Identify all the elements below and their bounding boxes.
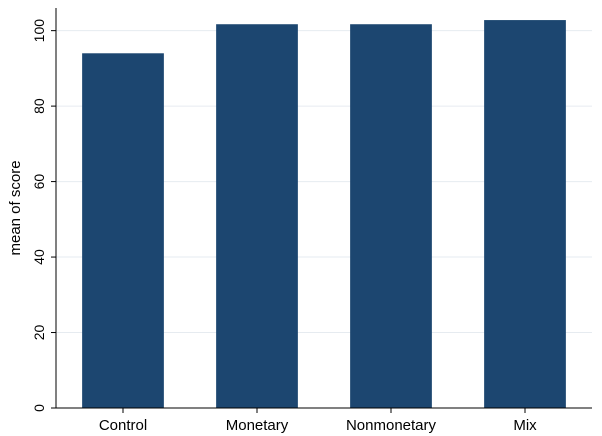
bar-mix [484, 20, 566, 409]
x-tick-label: Control [99, 417, 147, 434]
y-tick-label: 20 [31, 325, 47, 341]
y-tick-label: 0 [31, 404, 47, 412]
y-tick-label: 80 [31, 98, 47, 114]
y-axis-title: mean of score [7, 160, 24, 255]
x-tick-label: Nonmonetary [346, 417, 437, 434]
bar-control [82, 53, 164, 408]
bars [82, 20, 566, 409]
bar-monetary [216, 24, 298, 409]
y-axis-ticks: 0 20 40 60 80 100 [31, 19, 56, 412]
bar-nonmonetary [350, 24, 432, 409]
x-axis-ticks: Control Monetary Nonmonetary Mix [99, 408, 537, 434]
y-tick-label: 100 [31, 19, 47, 43]
y-tick-label: 40 [31, 249, 47, 265]
x-tick-label: Monetary [226, 417, 289, 434]
y-tick-label: 60 [31, 174, 47, 190]
x-tick-label: Mix [513, 417, 537, 434]
